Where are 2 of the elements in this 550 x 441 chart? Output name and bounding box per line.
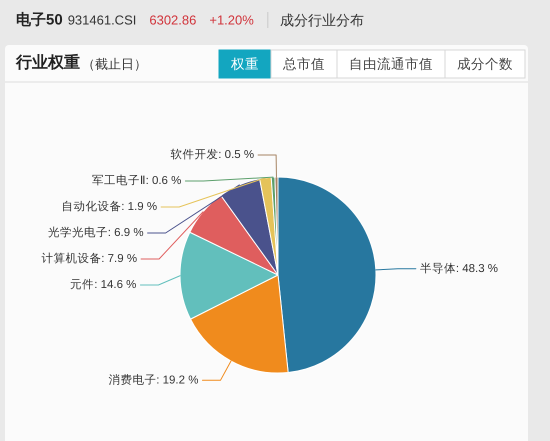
title: 行业权重 — [16, 54, 80, 72]
subtitle: （截止日） — [82, 56, 147, 72]
